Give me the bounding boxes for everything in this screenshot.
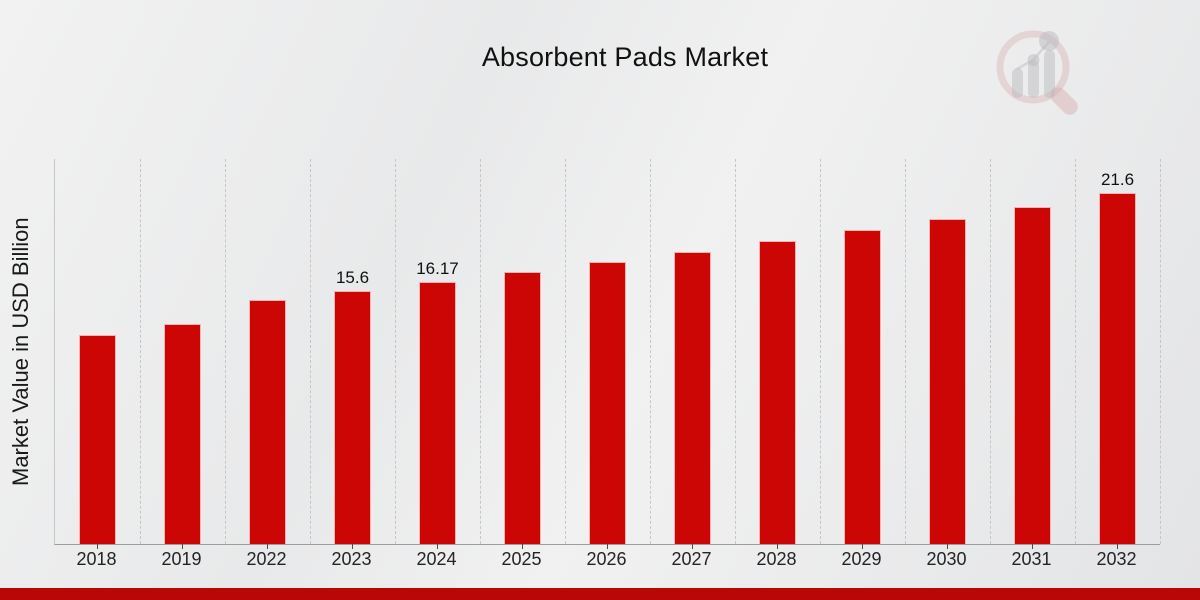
bar-2019 [164,324,201,544]
bar-2018 [79,335,116,544]
x-axis-tick [267,544,268,549]
bar-2026 [589,262,626,544]
x-axis-tick [607,544,608,549]
bar-2023 [334,290,371,544]
bar-2024 [419,281,456,544]
x-tick-label-2025: 2025 [501,549,542,569]
x-axis-tick [947,544,948,549]
x-tick-label-2030: 2030 [926,549,967,569]
x-axis-tick [692,544,693,549]
plot-cell [650,159,736,549]
x-tick-label-2026: 2026 [586,549,627,569]
x-axis-tick [437,544,438,549]
plot-cell [905,159,991,549]
plot-cell [480,159,566,549]
plot-cell [140,159,226,549]
x-axis-tick [862,544,863,549]
plot-cell [565,159,651,549]
plot-cell [735,159,821,549]
bar-2029 [844,230,881,544]
market-research-future-logo-icon [996,30,1078,115]
plot-cell [55,159,141,549]
x-tick-label-2024: 2024 [416,549,457,569]
x-axis-tick [97,544,98,549]
x-tick-label-2022: 2022 [246,549,287,569]
x-axis-tick [1117,544,1118,549]
plot-cell [225,159,311,549]
x-axis-labels: 2018 2019 2022 2023 2024 2025 2026 2027 2028 2029… [54,549,1159,571]
x-tick-label-2019: 2019 [161,549,202,569]
bar-2027 [674,251,711,544]
x-axis-tick [182,544,183,549]
plot-cell: 21.6 [1075,159,1161,549]
x-axis-tick [522,544,523,549]
bar-2031 [1014,206,1051,544]
bar-value-label-2024: 16.17 [416,258,459,278]
x-tick-label-2032: 2032 [1096,549,1137,569]
x-axis-tick [1032,544,1033,549]
bar-2025 [504,272,541,544]
bar-2030 [929,218,966,544]
x-tick-label-2031: 2031 [1011,549,1052,569]
x-tick-label-2023: 2023 [331,549,372,569]
bar-2028 [759,241,796,544]
x-axis-tick [777,544,778,549]
bar-value-label-2032: 21.6 [1100,170,1135,190]
x-axis-tick [352,544,353,549]
x-tick-label-2018: 2018 [76,549,117,569]
plot-cell [820,159,906,549]
bar-2022 [249,299,286,544]
plot-cell: 16.17 [395,159,481,549]
x-tick-label-2027: 2027 [671,549,712,569]
x-tick-label-2028: 2028 [756,549,797,569]
y-axis-title: Market Value in USD Billion [8,217,33,486]
chart-title: Absorbent Pads Market [481,42,769,72]
plot-cell: 15.6 [310,159,396,549]
x-tick-label-2029: 2029 [841,549,882,569]
plot-area: 15.6 16.17 21.6 [54,159,1161,549]
plot-cell [990,159,1076,549]
bottom-accent-strip [0,588,1200,600]
bar-value-label-2023: 15.6 [335,267,370,287]
bar-2032 [1099,193,1136,544]
